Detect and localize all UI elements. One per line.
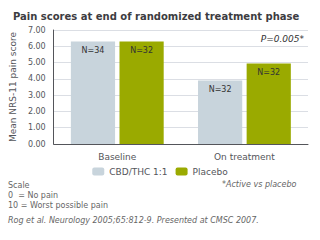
svg-text:Baseline: Baseline bbox=[98, 152, 137, 162]
svg-text:1.00: 1.00 bbox=[28, 123, 46, 132]
svg-text:5.00: 5.00 bbox=[28, 58, 46, 67]
svg-text:*Active vs placebo: *Active vs placebo bbox=[222, 180, 296, 189]
svg-text:N=32: N=32 bbox=[209, 85, 232, 94]
svg-text:Rog et al. Neurology 2005;65:8: Rog et al. Neurology 2005;65:812-9. Pres… bbox=[8, 216, 259, 225]
svg-text:CBD/THC 1:1: CBD/THC 1:1 bbox=[109, 167, 167, 177]
svg-text:10 = Worst possible pain: 10 = Worst possible pain bbox=[8, 201, 108, 210]
svg-text:3.00: 3.00 bbox=[28, 91, 46, 100]
svg-text:Mean NRS-11 pain score: Mean NRS-11 pain score bbox=[8, 31, 18, 142]
svg-text:Scale: Scale bbox=[8, 181, 30, 190]
svg-text:6.00: 6.00 bbox=[28, 42, 46, 51]
svg-text:Pain scores at end of randomiz: Pain scores at end of randomized treatme… bbox=[13, 11, 299, 22]
svg-text:On treatment: On treatment bbox=[214, 152, 275, 162]
svg-text:2.00: 2.00 bbox=[28, 107, 46, 116]
svg-text:N=32: N=32 bbox=[257, 68, 280, 77]
svg-text:N=34: N=34 bbox=[82, 46, 105, 55]
svg-text:Placebo: Placebo bbox=[193, 167, 229, 177]
svg-text:4.00: 4.00 bbox=[28, 74, 46, 83]
svg-text:N=32: N=32 bbox=[130, 46, 153, 55]
svg-text:0.00: 0.00 bbox=[28, 140, 46, 149]
svg-text:0 = No pain: 0 = No pain bbox=[8, 191, 58, 200]
svg-text:7.00: 7.00 bbox=[28, 26, 46, 35]
svg-text:P=0.005*: P=0.005* bbox=[261, 34, 305, 44]
